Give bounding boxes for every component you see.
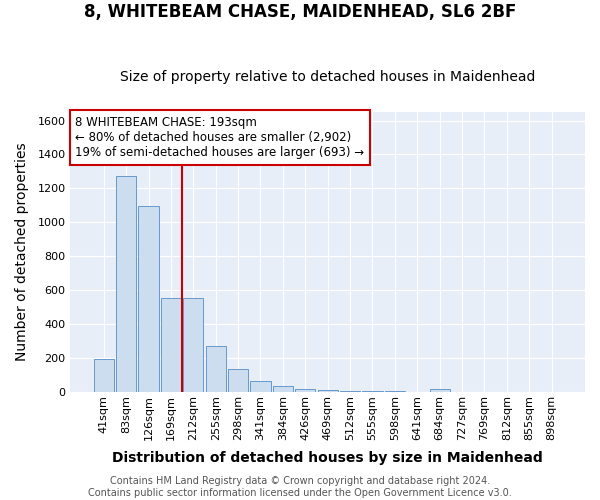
X-axis label: Distribution of detached houses by size in Maidenhead: Distribution of detached houses by size …	[112, 451, 543, 465]
Bar	[94, 358, 114, 392]
Bar	[340, 390, 360, 392]
Bar	[183, 298, 203, 392]
Bar	[362, 391, 383, 392]
Bar	[430, 389, 449, 392]
Bar	[206, 346, 226, 392]
Bar	[161, 298, 181, 392]
Bar	[228, 370, 248, 392]
Bar	[317, 390, 338, 392]
Bar	[250, 382, 271, 392]
Text: Contains HM Land Registry data © Crown copyright and database right 2024.
Contai: Contains HM Land Registry data © Crown c…	[88, 476, 512, 498]
Y-axis label: Number of detached properties: Number of detached properties	[15, 142, 29, 362]
Title: Size of property relative to detached houses in Maidenhead: Size of property relative to detached ho…	[120, 70, 535, 85]
Text: 8, WHITEBEAM CHASE, MAIDENHEAD, SL6 2BF: 8, WHITEBEAM CHASE, MAIDENHEAD, SL6 2BF	[84, 2, 516, 21]
Bar	[139, 206, 158, 392]
Text: 8 WHITEBEAM CHASE: 193sqm
← 80% of detached houses are smaller (2,902)
19% of se: 8 WHITEBEAM CHASE: 193sqm ← 80% of detac…	[76, 116, 365, 160]
Bar	[116, 176, 136, 392]
Bar	[273, 386, 293, 392]
Bar	[295, 389, 316, 392]
